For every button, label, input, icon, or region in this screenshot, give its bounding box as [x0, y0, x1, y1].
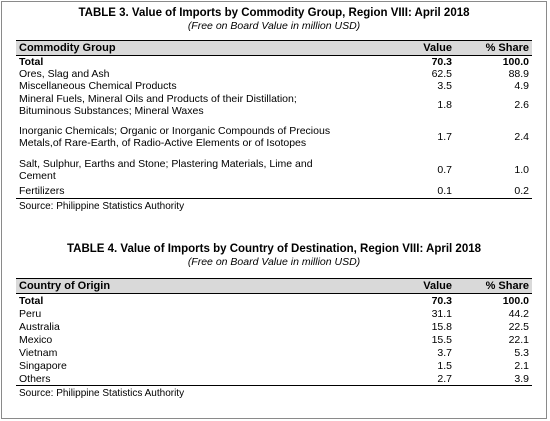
table-3: TABLE 3. Value of Imports by Commodity G…	[16, 6, 532, 213]
row-value: 31.1	[431, 307, 452, 320]
row-share: 2.6	[514, 99, 529, 111]
row-value: 1.5	[437, 359, 452, 372]
table-row: Mexico 15.5 22.1	[16, 333, 532, 346]
table-row: Miscellaneous Chemical Products 3.5 4.9	[16, 80, 532, 92]
table-row: Others 2.7 3.9	[16, 372, 532, 385]
row-name: Others	[19, 372, 51, 385]
table-3-title: TABLE 3. Value of Imports by Commodity G…	[78, 7, 470, 19]
table-4-title: TABLE 4. Value of Imports by Country of …	[66, 243, 482, 255]
row-value: 0.7	[437, 163, 452, 176]
column-header-value: Value	[423, 280, 452, 292]
table-row: Inorganic Chemicals; Organic or Inorgani…	[16, 118, 532, 156]
row-value: 2.7	[437, 372, 452, 385]
table-4-source: Source: Philippine Statistics Authority	[19, 388, 185, 399]
row-share: 3.9	[514, 372, 529, 385]
row-value: 0.1	[437, 184, 452, 197]
row-name: Peru	[19, 307, 42, 320]
table-3-subtitle: (Free on Board Value in million USD)	[187, 20, 361, 32]
row-value: 15.5	[431, 333, 452, 346]
row-share: 2.1	[514, 359, 529, 372]
row-share: 100.0	[502, 294, 529, 307]
row-share: 5.3	[514, 346, 529, 359]
row-share: 22.1	[508, 333, 529, 346]
row-share: 1.0	[514, 163, 529, 176]
table-row: Fertilizers 0.1 0.2	[16, 183, 532, 198]
table-row: Mineral Fuels, Mineral Oils and Products…	[16, 92, 532, 118]
row-value: 3.5	[437, 80, 452, 92]
table-row: Salt, Sulphur, Earths and Stone; Plaster…	[16, 156, 532, 183]
column-header-value: Value	[423, 42, 452, 54]
table-4-header: Country of Origin Value % Share	[16, 278, 532, 294]
column-header-commodity-group: Commodity Group	[19, 42, 116, 54]
table-4: TABLE 4. Value of Imports by Country of …	[16, 242, 532, 400]
table-row: Total 70.3 100.0	[16, 294, 532, 307]
row-value: 1.8	[437, 99, 452, 111]
table-row: Australia 15.8 22.5	[16, 320, 532, 333]
row-value: 70.3	[431, 56, 452, 68]
row-name: Singapore	[19, 359, 67, 372]
row-value: 1.7	[437, 131, 452, 143]
table-row: Vietnam 3.7 5.3	[16, 346, 532, 359]
row-name: Mineral Fuels, Mineral Oils and Products…	[19, 93, 297, 117]
table-3-header: Commodity Group Value % Share	[16, 40, 532, 56]
table-3-body: Total 70.3 100.0 Ores, Slag and Ash 62.5…	[16, 56, 532, 199]
row-name: Salt, Sulphur, Earths and Stone; Plaster…	[19, 157, 313, 182]
table-row: Total 70.3 100.0	[16, 56, 532, 68]
row-name: Australia	[19, 320, 60, 333]
row-name: Miscellaneous Chemical Products	[19, 80, 177, 92]
row-name: Fertilizers	[19, 184, 65, 197]
row-value: 15.8	[431, 320, 452, 333]
table-4-subtitle: (Free on Board Value in million USD)	[187, 256, 361, 268]
table-4-body: Total 70.3 100.0 Peru 31.1 44.2 Australi…	[16, 294, 532, 386]
column-header-share: % Share	[485, 280, 529, 292]
row-value: 62.5	[431, 68, 452, 80]
row-name: Inorganic Chemicals; Organic or Inorgani…	[19, 125, 331, 149]
row-share: 88.9	[508, 68, 529, 80]
row-share: 2.4	[514, 131, 529, 143]
row-value: 70.3	[431, 294, 452, 307]
row-value: 3.7	[437, 346, 452, 359]
row-name: Total	[19, 294, 44, 307]
row-name: Ores, Slag and Ash	[19, 68, 110, 80]
row-share: 100.0	[502, 56, 529, 68]
row-share: 4.9	[514, 80, 529, 92]
table-row: Ores, Slag and Ash 62.5 88.9	[16, 68, 532, 80]
row-share: 44.2	[508, 307, 529, 320]
row-share: 22.5	[508, 320, 529, 333]
table-row: Singapore 1.5 2.1	[16, 359, 532, 372]
row-name: Total	[19, 56, 44, 68]
column-header-country-of-origin: Country of Origin	[19, 280, 111, 292]
table-row: Peru 31.1 44.2	[16, 307, 532, 320]
row-name: Vietnam	[19, 346, 58, 359]
row-name: Mexico	[19, 333, 53, 346]
row-share: 0.2	[514, 184, 529, 197]
column-header-share: % Share	[485, 42, 529, 54]
table-3-source: Source: Philippine Statistics Authority	[19, 201, 185, 212]
